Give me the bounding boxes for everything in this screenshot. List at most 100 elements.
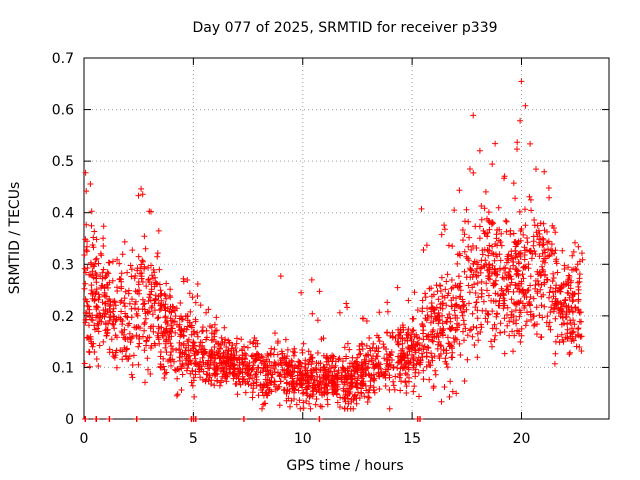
data-point — [283, 355, 290, 362]
data-point — [227, 369, 234, 376]
data-point — [105, 270, 112, 277]
data-point — [575, 243, 582, 250]
data-point — [439, 320, 446, 327]
data-point — [435, 341, 441, 348]
data-point — [187, 308, 194, 315]
data-point — [173, 305, 180, 312]
data-point — [533, 229, 540, 236]
data-point — [532, 251, 539, 257]
data-point — [549, 298, 556, 305]
data-point — [527, 273, 534, 280]
data-point — [155, 227, 162, 234]
data-point — [481, 205, 488, 212]
data-point — [561, 266, 568, 272]
data-point — [547, 284, 554, 291]
data-point — [82, 269, 89, 276]
data-point — [457, 287, 464, 294]
data-point — [147, 371, 154, 377]
data-point — [435, 309, 442, 316]
data-point — [290, 348, 296, 355]
data-point — [163, 337, 169, 344]
data-point — [451, 207, 458, 214]
data-point — [172, 329, 179, 336]
data-point — [264, 367, 271, 373]
data-point — [467, 166, 473, 172]
data-point — [329, 352, 336, 359]
data-point — [86, 363, 93, 370]
data-point — [473, 245, 480, 251]
y-tick-label: 0.7 — [52, 51, 74, 67]
data-point — [384, 356, 391, 363]
data-point — [356, 343, 363, 349]
data-point — [252, 355, 259, 362]
data-point — [476, 235, 483, 242]
data-point — [432, 367, 439, 374]
data-point — [176, 346, 183, 353]
data-point — [550, 225, 557, 231]
data-point — [563, 309, 570, 316]
data-point — [92, 256, 99, 263]
y-tick-label: 0 — [65, 412, 74, 428]
data-point — [434, 330, 441, 337]
data-point — [453, 302, 460, 309]
data-point — [162, 307, 169, 314]
data-point — [149, 303, 156, 309]
data-point — [161, 366, 168, 373]
data-point — [534, 278, 541, 284]
data-point — [544, 276, 551, 283]
data-point — [138, 273, 145, 280]
data-point — [307, 351, 314, 358]
data-point — [221, 324, 228, 331]
data-point — [275, 369, 281, 376]
data-point — [431, 310, 438, 317]
data-point — [111, 354, 118, 361]
data-point — [345, 373, 352, 380]
data-point — [93, 236, 100, 243]
data-point — [575, 332, 582, 339]
data-point — [459, 298, 466, 305]
data-point — [138, 185, 145, 192]
data-point — [202, 378, 209, 385]
data-point — [289, 385, 296, 392]
data-point — [398, 357, 405, 364]
data-point — [490, 220, 496, 227]
data-point — [486, 242, 493, 249]
data-point — [89, 317, 96, 324]
data-point — [314, 350, 321, 356]
data-point — [90, 234, 97, 241]
data-point — [459, 309, 465, 316]
data-point — [489, 250, 495, 257]
data-point — [492, 277, 499, 284]
data-point — [194, 293, 201, 299]
data-point — [420, 336, 427, 343]
data-point — [314, 373, 321, 380]
data-point — [360, 373, 367, 380]
data-point — [249, 340, 256, 347]
data-point — [134, 312, 141, 319]
data-point — [558, 321, 565, 328]
data-point — [569, 252, 576, 259]
data-point — [411, 383, 418, 390]
data-point — [211, 344, 218, 350]
data-point — [422, 290, 428, 297]
data-point — [173, 367, 179, 374]
data-point — [408, 342, 415, 349]
y-axis-label: SRMTID / TECUs — [7, 182, 23, 295]
data-point — [461, 378, 468, 384]
data-point — [575, 325, 582, 332]
data-point — [410, 357, 417, 363]
data-point — [545, 323, 552, 330]
data-point — [346, 385, 353, 392]
data-point — [466, 300, 472, 307]
data-point — [457, 352, 464, 358]
data-point — [466, 327, 473, 334]
data-point — [541, 247, 548, 254]
data-point — [84, 334, 91, 341]
data-point — [461, 248, 468, 255]
data-point — [250, 362, 257, 369]
data-point — [211, 331, 218, 337]
data-point — [412, 346, 419, 353]
data-point — [204, 334, 210, 341]
data-point — [380, 341, 387, 348]
data-point — [359, 346, 366, 352]
